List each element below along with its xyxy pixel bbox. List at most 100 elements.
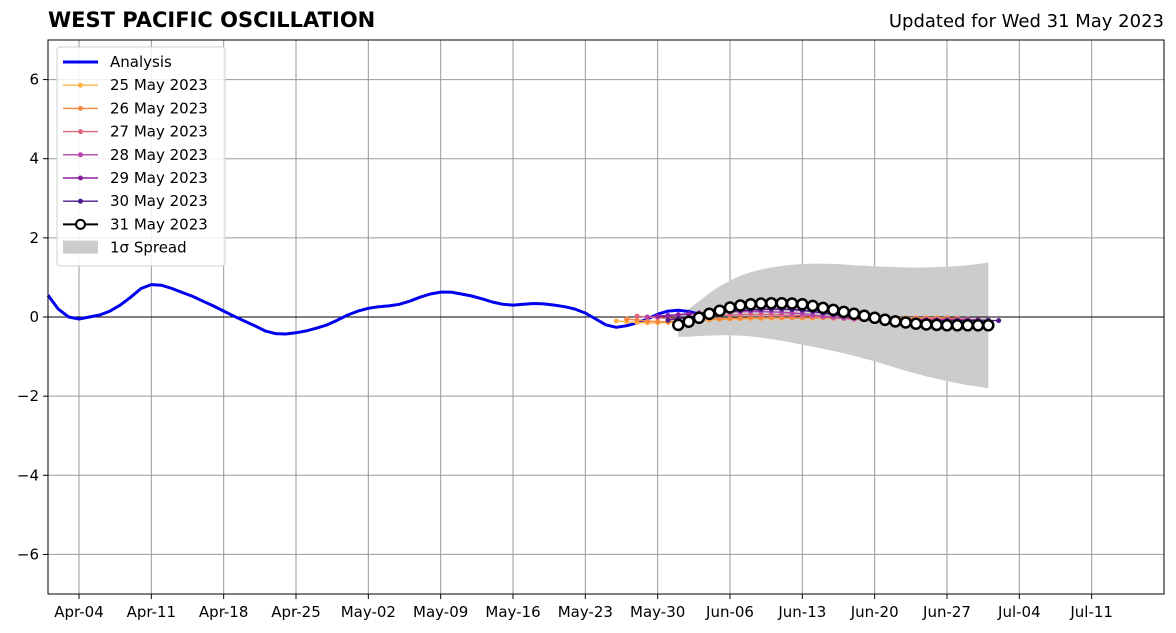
legend-label: 28 May 2023 — [110, 146, 208, 164]
forecast-point — [634, 313, 640, 319]
forecast-point — [734, 299, 747, 312]
forecast-point — [806, 299, 819, 313]
legend-box — [56, 46, 226, 267]
y-tick-label: 0 — [29, 308, 39, 326]
x-tick-label: Jun-06 — [705, 603, 754, 621]
legend-label: 27 May 2023 — [110, 123, 208, 141]
chart-title: WEST PACIFIC OSCILLATION — [48, 8, 376, 32]
legend-item: 30 May 2023 — [63, 192, 208, 210]
legend-item: 27 May 2023 — [63, 123, 208, 141]
legend-item: 28 May 2023 — [63, 146, 208, 164]
legend-marker — [78, 129, 83, 135]
forecast-point — [847, 307, 861, 321]
forecast-point — [909, 317, 923, 330]
forecast-point — [665, 312, 671, 318]
legend-item: 26 May 2023 — [63, 99, 208, 117]
legend-marker — [78, 198, 83, 204]
plot-frame — [47, 39, 1165, 595]
forecast-series — [613, 296, 1002, 332]
forecast-point — [899, 316, 912, 329]
y-tick-label: 2 — [29, 229, 39, 247]
legend-label: 26 May 2023 — [110, 99, 208, 117]
x-tick-label: Apr-25 — [271, 603, 321, 621]
x-tick-label: Jun-20 — [850, 603, 899, 621]
x-tick-label: May-02 — [341, 603, 396, 621]
legend-marker — [75, 218, 86, 230]
forecast-point — [723, 301, 737, 314]
forecast-point — [785, 297, 799, 310]
forecast-point — [713, 304, 726, 317]
forecast-point — [837, 305, 850, 319]
forecast-point — [920, 318, 933, 331]
forecast-point — [971, 319, 985, 332]
analysis-line — [46, 283, 710, 336]
legend-item: 25 May 2023 — [63, 76, 208, 94]
legend-label: 30 May 2023 — [110, 192, 208, 210]
forecast-point — [644, 314, 650, 320]
forecast-point — [624, 316, 630, 322]
forecast-point — [613, 318, 619, 324]
forecast-point — [796, 298, 809, 311]
forecast-point — [961, 319, 974, 332]
y-tick-label: −6 — [17, 545, 39, 563]
forecast-point — [868, 311, 881, 325]
forecast-point — [665, 317, 671, 323]
forecast-point — [754, 297, 768, 310]
forecast-point — [858, 309, 871, 323]
legend-label: 29 May 2023 — [110, 169, 208, 187]
legend-item: Analysis — [63, 53, 172, 71]
forecast-point — [951, 319, 964, 332]
forecast-point — [672, 318, 685, 332]
y-tick-label: −4 — [17, 466, 39, 484]
spread-band-area — [678, 262, 989, 389]
legend-marker — [78, 105, 83, 111]
forecast-point — [775, 296, 788, 310]
forecast-point — [655, 319, 661, 325]
legend-label: 1σ Spread — [110, 239, 187, 257]
x-tick-label: Apr-04 — [54, 603, 104, 621]
legend-label: 25 May 2023 — [110, 76, 208, 94]
forecast-point — [744, 298, 757, 311]
forecast-point — [703, 307, 716, 321]
forecast-point — [692, 311, 706, 325]
x-tick-label: Jun-13 — [777, 603, 826, 621]
forecast-point — [644, 318, 650, 324]
y-tick-label: 4 — [29, 150, 39, 168]
x-tick-label: Jul-11 — [1069, 603, 1113, 621]
legend-marker — [78, 152, 83, 158]
x-tick-label: May-23 — [558, 603, 613, 621]
x-tick-label: Jun-27 — [922, 603, 971, 621]
forecast-point — [816, 301, 830, 315]
forecast-point — [889, 315, 902, 328]
spread-band — [678, 262, 989, 389]
forecast-point — [930, 318, 943, 332]
y-tick-label: 6 — [29, 71, 39, 89]
legend-swatch — [63, 240, 98, 254]
legend-marker — [78, 175, 83, 181]
forecast-point — [827, 303, 840, 317]
x-tick-label: Apr-18 — [199, 603, 249, 621]
y-tick-label: −2 — [17, 387, 39, 405]
legend-item: 31 May 2023 — [63, 215, 208, 233]
chart-subtitle: Updated for Wed 31 May 2023 — [888, 11, 1164, 32]
x-tick-label: May-09 — [413, 603, 468, 621]
x-tick-label: May-30 — [630, 603, 685, 621]
forecast-point — [996, 318, 1002, 324]
x-tick-label: Jul-04 — [997, 603, 1041, 621]
forecast-point — [940, 319, 954, 332]
forecast-point — [675, 312, 681, 318]
legend-item: 1σ Spread — [63, 239, 187, 257]
forecast-31-may-2023 — [672, 296, 995, 332]
x-tick-label: May-16 — [485, 603, 540, 621]
forecast-point — [878, 313, 892, 327]
analysis-series — [46, 283, 710, 336]
legend: Analysis 25 May 2023 26 May 2023 27 May 202… — [56, 46, 226, 267]
axes: Apr-04 Apr-11 Apr-18 Apr-25 May-02 May-09 May-… — [17, 39, 1165, 621]
forecast-point — [682, 315, 695, 328]
legend-marker — [78, 82, 83, 88]
forecast-point — [982, 319, 995, 332]
forecast-point — [634, 317, 640, 323]
forecast-point — [765, 296, 778, 310]
x-tick-label: Apr-11 — [127, 603, 177, 621]
